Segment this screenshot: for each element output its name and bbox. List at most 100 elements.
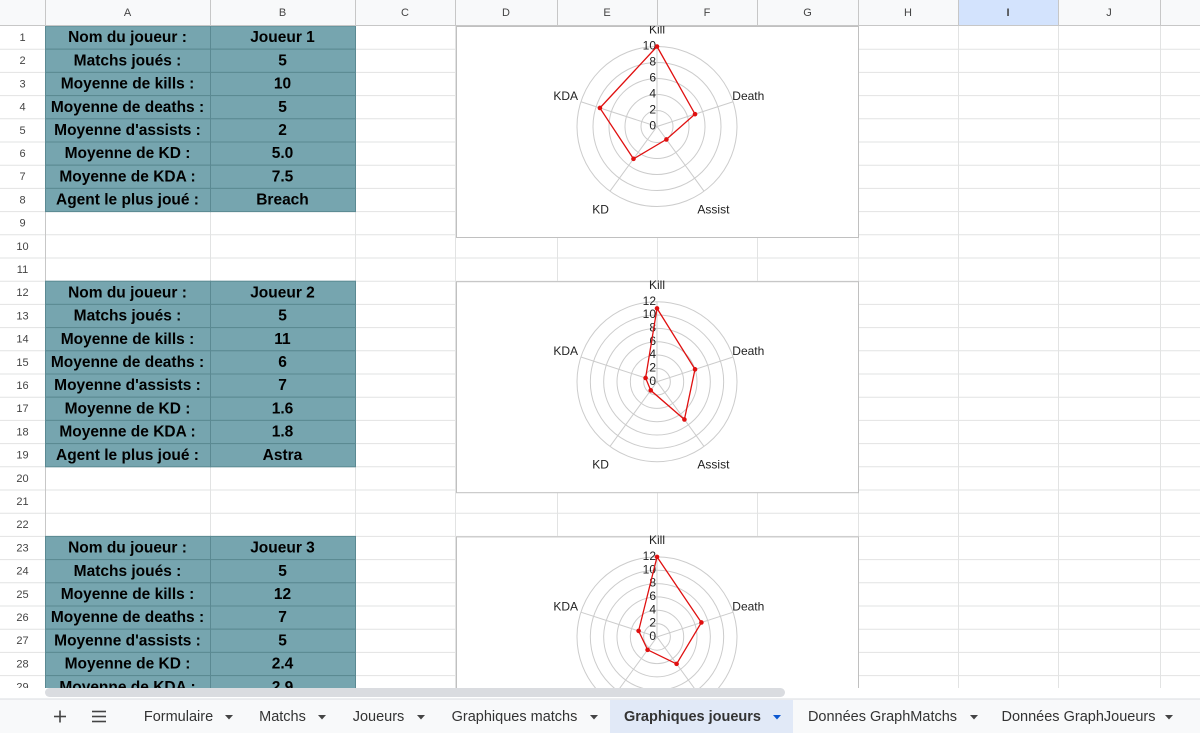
tab-menu-arrow[interactable] <box>225 715 233 720</box>
sheet-tab[interactable]: Joueurs <box>353 709 405 725</box>
stat-label: Moyenne de KD : <box>65 145 191 162</box>
column-header[interactable]: J <box>1106 7 1112 19</box>
table-cell[interactable] <box>210 675 356 699</box>
stat-label: Matchs joués : <box>74 308 182 325</box>
row-number[interactable]: 17 <box>16 403 28 415</box>
row-number[interactable]: 1 <box>19 32 25 44</box>
column-header[interactable]: D <box>502 7 510 19</box>
axis-label: KDA <box>553 599 578 613</box>
axis-label: KDA <box>553 344 578 358</box>
radial-tick-label: 8 <box>649 321 656 335</box>
stat-label: Matchs joués : <box>74 563 182 580</box>
sheet-tab[interactable]: Graphiques joueurs <box>624 709 761 725</box>
stat-value: 7.5 <box>272 168 294 185</box>
tab-menu-arrow[interactable] <box>417 715 425 720</box>
row-number[interactable]: 21 <box>16 496 28 508</box>
stat-label: Nom du joueur : <box>68 29 187 46</box>
column-header[interactable]: A <box>124 7 132 19</box>
row-number[interactable]: 6 <box>19 148 25 160</box>
grid-body: 1234567891011121314151617181920212223242… <box>0 25 1200 699</box>
spoke <box>656 611 734 638</box>
spoke <box>609 381 658 447</box>
sheet-tab[interactable]: Formulaire <box>144 709 213 725</box>
row-number[interactable]: 26 <box>16 612 28 624</box>
spoke <box>656 636 695 688</box>
row-number[interactable]: 15 <box>16 357 28 369</box>
tab-menu-arrow[interactable] <box>1165 715 1173 720</box>
column-header[interactable]: I <box>1006 7 1009 19</box>
stat-value: 2 <box>278 122 287 139</box>
stat-value: 1.6 <box>272 400 294 417</box>
column-header[interactable]: C <box>401 7 409 19</box>
row-number[interactable]: 10 <box>16 241 28 253</box>
stat-label: Moyenne d'assists : <box>54 377 201 394</box>
row-number[interactable]: 13 <box>16 310 28 322</box>
column-header[interactable]: G <box>803 7 812 19</box>
stat-label: Moyenne de kills : <box>61 76 195 93</box>
row-number[interactable]: 5 <box>19 125 25 137</box>
row-number[interactable]: 20 <box>16 473 28 485</box>
tab-menu-arrow[interactable] <box>318 715 326 720</box>
data-point <box>654 554 660 560</box>
data-point <box>631 156 636 162</box>
stat-label: Matchs joués : <box>74 52 182 69</box>
table-cell[interactable] <box>210 443 356 468</box>
tab-bar-background <box>0 699 1200 733</box>
row-number[interactable]: 12 <box>16 287 28 299</box>
row-number[interactable]: 23 <box>16 542 28 554</box>
stat-label: Agent le plus joué : <box>56 447 199 464</box>
spoke <box>619 636 658 688</box>
row-number[interactable]: 28 <box>16 658 28 670</box>
stat-label: Moyenne de kills : <box>61 586 195 603</box>
column-header[interactable]: F <box>704 7 711 19</box>
row-number[interactable]: 8 <box>19 194 25 206</box>
add-sheet-button[interactable] <box>54 710 66 723</box>
stat-value: 6 <box>278 354 287 371</box>
row-number[interactable]: 27 <box>16 635 28 647</box>
row-number[interactable]: 14 <box>16 334 28 346</box>
axis-label: Assist <box>697 202 730 216</box>
sheet-tab[interactable]: Données GraphJoueurs <box>1002 709 1156 725</box>
row-number[interactable]: 25 <box>16 589 28 601</box>
stat-value: 1.8 <box>272 424 294 441</box>
row-number[interactable]: 19 <box>16 450 28 462</box>
sheet-tab[interactable]: Matchs <box>259 709 306 725</box>
row-number[interactable]: 24 <box>16 566 28 578</box>
stat-value: Joueur 3 <box>250 540 315 557</box>
radial-tick-label: 0 <box>649 374 656 388</box>
tab-menu-arrow[interactable] <box>970 715 978 720</box>
stat-value: Joueur 2 <box>250 284 315 301</box>
axis-label: Kill <box>649 278 665 292</box>
row-number[interactable]: 16 <box>16 380 28 392</box>
row-number[interactable]: 29 <box>16 682 28 694</box>
stat-value: 2.9 <box>272 679 294 696</box>
data-point <box>664 137 669 142</box>
table-cell[interactable] <box>210 187 356 213</box>
row-number[interactable]: 9 <box>19 218 25 230</box>
all-sheets-button[interactable] <box>92 710 106 723</box>
row-number[interactable]: 3 <box>19 78 25 90</box>
row-number[interactable]: 11 <box>17 264 28 276</box>
stat-label: Agent le plus joué : <box>56 192 199 209</box>
stat-value: 10 <box>274 76 291 93</box>
column-header[interactable]: B <box>279 7 286 19</box>
sheet-tab[interactable]: Graphiques matchs <box>452 709 578 725</box>
row-number[interactable]: 22 <box>16 519 28 531</box>
row-number[interactable]: 4 <box>19 102 25 114</box>
sheet-tab-bar: Formulaire Matchs Joueurs Graphiques matchs… <box>0 698 1200 733</box>
column-header[interactable]: H <box>904 7 912 19</box>
tab-menu-arrow[interactable] <box>773 715 781 720</box>
radial-tick-label: 4 <box>649 87 656 101</box>
active-tab-background <box>610 700 793 733</box>
column-header[interactable]: E <box>603 7 610 19</box>
tab-menu-arrow[interactable] <box>590 715 598 720</box>
row-number[interactable]: 2 <box>19 55 25 67</box>
horizontal-scrollbar[interactable] <box>45 688 785 697</box>
stat-label: Moyenne de KDA : <box>59 679 195 696</box>
row-number[interactable]: 18 <box>16 426 28 438</box>
row-number[interactable]: 7 <box>19 171 25 183</box>
sheet-tab[interactable]: Données GraphMatchs <box>808 709 957 725</box>
radial-tick-label: 10 <box>643 39 657 53</box>
